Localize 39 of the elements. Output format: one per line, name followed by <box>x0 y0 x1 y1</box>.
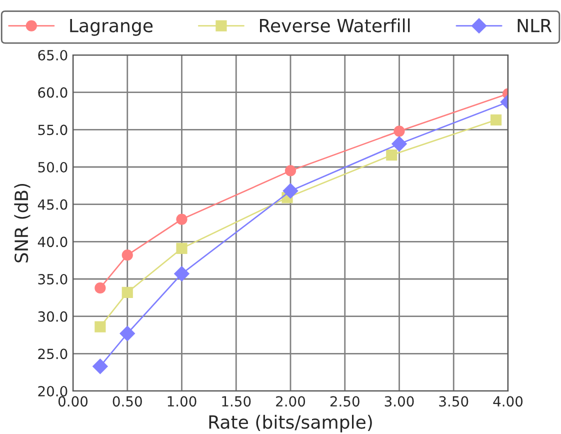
point <box>94 282 106 294</box>
point <box>94 321 106 332</box>
x-tick-label: 4.00 <box>493 396 523 407</box>
point <box>122 250 133 261</box>
y-tick-label: 60.0 <box>38 87 68 98</box>
point <box>174 266 190 282</box>
x-tick-label: 2.50 <box>330 396 360 407</box>
y-tick-label: 25.0 <box>38 348 68 360</box>
legend-label: Lagrange <box>70 18 153 36</box>
x-tick-label: 1.00 <box>168 396 196 407</box>
y-axis-title: SNR (dB) <box>14 184 30 262</box>
point <box>386 149 398 161</box>
point <box>120 326 136 342</box>
point <box>391 136 408 152</box>
x-tick-label: 3.00 <box>384 396 414 407</box>
x-tick-label: 3.50 <box>439 396 468 407</box>
x-tick-label: 2.00 <box>276 396 306 407</box>
y-tick-label: 65.0 <box>38 50 68 60</box>
point <box>176 214 188 225</box>
point <box>92 358 108 374</box>
legend-label: NLR <box>518 18 552 32</box>
x-tick-label: 0.00 <box>58 396 88 407</box>
y-tick-label: 40.0 <box>38 236 68 248</box>
y-tick-label: 45.0 <box>38 199 68 210</box>
y-tick-label: 20.0 <box>38 386 68 396</box>
y-tick-label: 35.0 <box>38 274 68 284</box>
point <box>282 183 298 199</box>
point <box>284 165 296 176</box>
x-axis-title: Rate (bits/sample) <box>209 414 372 432</box>
y-tick-label: 55.0 <box>38 124 68 136</box>
legend-label: Reverse Waterfill <box>260 18 410 32</box>
point <box>122 286 133 298</box>
y-tick-label: 30.0 <box>38 311 68 322</box>
x-tick-label: 0.50 <box>112 396 142 407</box>
point <box>176 242 188 254</box>
y-tick-label: 50.0 <box>38 162 68 172</box>
point <box>490 114 502 126</box>
point <box>394 126 405 137</box>
x-tick-label: 1.50 <box>222 396 251 407</box>
